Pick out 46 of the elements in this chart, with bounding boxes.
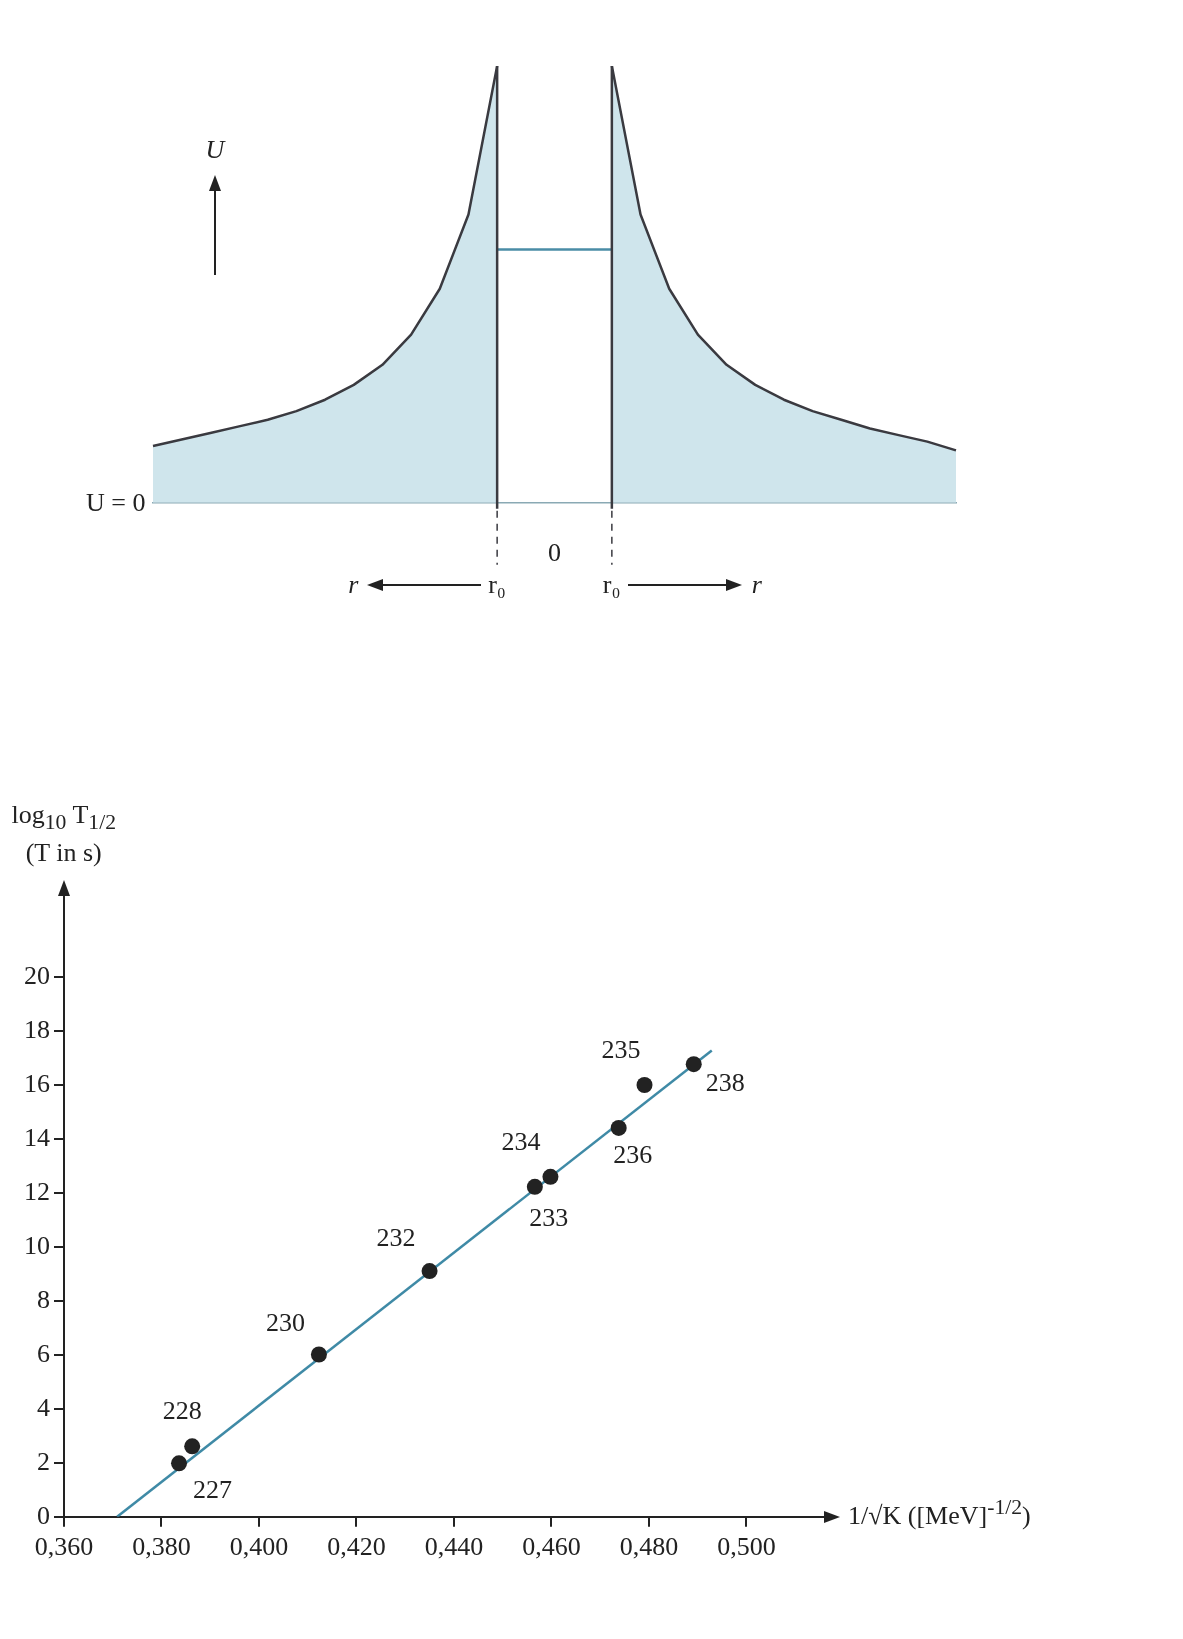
- point: [636, 1077, 653, 1093]
- y-tick-label: 0: [37, 1500, 50, 1530]
- x-tick-label: 0,380: [132, 1532, 191, 1562]
- point: [542, 1168, 559, 1185]
- annotation: 233: [529, 1202, 569, 1232]
- point: [526, 1178, 543, 1195]
- text: r₀: [602, 569, 621, 600]
- y-axis-title: log$_{10}$ T$_{1/2}$ (T in s): [11, 798, 116, 869]
- point: [184, 1438, 201, 1455]
- x-axis-title: 1/√K ([MeV]$^{-1/2}$): [848, 1494, 1031, 1531]
- text: r₀: [488, 569, 506, 600]
- y-tick-label: 10: [24, 1230, 50, 1260]
- annotation: 235: [601, 1034, 641, 1064]
- y-tick-label: 4: [37, 1392, 50, 1422]
- text: U = 0: [86, 487, 146, 518]
- x-tick-label: 0,480: [619, 1532, 679, 1562]
- text: r: [348, 569, 359, 600]
- y-tick-label: 20: [24, 960, 50, 990]
- annotation: 230: [265, 1308, 305, 1338]
- point: [421, 1263, 438, 1280]
- annotation: 234: [501, 1126, 541, 1156]
- point: [310, 1346, 327, 1363]
- y-axis-title: U: [205, 135, 225, 165]
- annotation: 232: [376, 1222, 416, 1252]
- y-tick-label: 18: [24, 1014, 50, 1044]
- point: [171, 1455, 188, 1472]
- x-tick-label: 0,500: [717, 1532, 776, 1562]
- y-tick-label: 6: [37, 1338, 50, 1368]
- y-tick-label: 16: [24, 1068, 50, 1098]
- x-tick-label: 0,420: [327, 1532, 386, 1562]
- x-tick-label: 0,360: [34, 1532, 94, 1562]
- y-tick-label: 2: [37, 1446, 50, 1476]
- annotation: 238: [705, 1068, 745, 1098]
- x-tick-label: 0,400: [229, 1532, 289, 1562]
- y-tick-label: 12: [24, 1176, 50, 1206]
- text: r: [751, 569, 762, 600]
- x-tick-label: 0,440: [424, 1532, 484, 1562]
- point: [685, 1056, 702, 1073]
- text: 0: [548, 537, 561, 568]
- y-tick-label: 8: [37, 1284, 50, 1314]
- point: [610, 1119, 627, 1136]
- y-tick-label: 14: [24, 1122, 50, 1152]
- annotation: 228: [162, 1396, 202, 1426]
- annotation: 227: [193, 1475, 233, 1505]
- x-tick-label: 0,460: [522, 1532, 581, 1562]
- annotation: 236: [613, 1139, 653, 1169]
